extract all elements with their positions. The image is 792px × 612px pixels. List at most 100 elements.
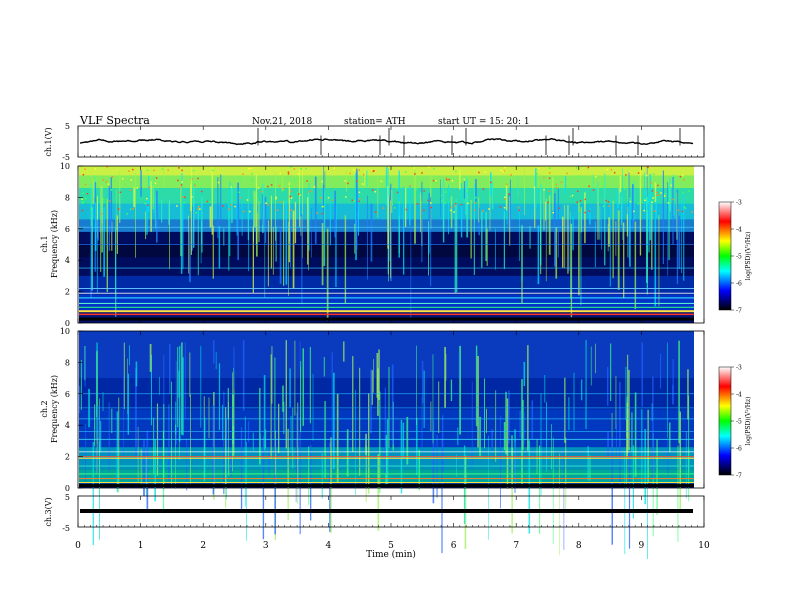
ch3-ytick-top: 5 xyxy=(65,493,70,502)
spectrogram-speck xyxy=(101,206,103,209)
spectrogram-speck xyxy=(404,171,407,173)
spectrogram-narrowband-line xyxy=(79,431,694,432)
spectrogram-streak xyxy=(265,429,267,448)
spectrogram-streak xyxy=(450,196,453,229)
spectrogram-streak xyxy=(92,442,94,546)
spectrogram-speck xyxy=(161,168,164,170)
spectrogram-streak xyxy=(485,212,487,262)
spectrogram-speck xyxy=(655,194,658,197)
spectrogram-streak xyxy=(466,179,469,238)
ch2-ylabel-frequency: Frequency (kHz) xyxy=(50,375,59,443)
spectrogram-streak xyxy=(285,340,287,449)
spectrogram-narrowband-line xyxy=(79,451,694,453)
spectrogram-streak xyxy=(283,201,285,286)
spectrogram-streak xyxy=(662,170,664,265)
spectrogram-speck xyxy=(504,196,506,198)
spectrogram-speck xyxy=(298,193,300,195)
spectrogram-speck xyxy=(508,193,511,195)
spectrogram-streak xyxy=(110,177,112,233)
spectrogram-streak xyxy=(256,213,258,257)
spectrogram-speck xyxy=(504,198,507,200)
spectrogram-streak xyxy=(275,430,276,475)
ytick-label: 0 xyxy=(65,319,70,328)
spectrogram-speck xyxy=(155,177,158,179)
spectrogram-speck xyxy=(260,190,263,193)
spectrogram-streak xyxy=(135,172,136,258)
spectrogram-streak xyxy=(470,199,472,259)
spectrogram-streak xyxy=(617,210,620,290)
spectrogram-narrowband-line xyxy=(79,457,694,459)
spectrogram-speck xyxy=(275,198,277,200)
spectrogram-speck xyxy=(238,191,240,193)
spectrogram-speck xyxy=(499,206,502,208)
spectrogram-speck xyxy=(251,179,253,182)
spectrogram-speck xyxy=(132,168,134,171)
ch1-colorbar-ticks: -3 -4 -5 -6 -7 xyxy=(731,200,742,315)
ch1-ytick-top: 5 xyxy=(65,122,70,131)
spectrogram-streak xyxy=(365,433,367,455)
spectrogram-streak xyxy=(270,354,272,459)
spectrogram-streak xyxy=(540,393,542,496)
spectrogram-streak xyxy=(100,421,102,452)
spectrogram-speck xyxy=(282,189,285,191)
spectrogram-speck xyxy=(239,178,242,180)
spectrogram-streak xyxy=(290,415,292,450)
spectrogram-speck xyxy=(548,172,551,174)
spectrogram-streak xyxy=(492,181,494,209)
spectrogram-streak xyxy=(272,227,274,275)
spectrogram-speck xyxy=(473,209,476,211)
spectrogram-speck xyxy=(423,190,425,192)
spectrogram-streak xyxy=(455,199,458,293)
spectrogram-speck xyxy=(571,194,574,197)
spectrogram-speck xyxy=(101,212,103,215)
spectrogram-speck xyxy=(536,173,538,175)
spectrogram-speck xyxy=(451,180,454,182)
spectrogram-streak xyxy=(364,169,366,187)
spectrogram-streak xyxy=(681,199,682,274)
spectrogram-streak xyxy=(259,387,261,465)
spectrogram-streak xyxy=(106,198,108,292)
ch1-ylabel-channel: ch.1 xyxy=(40,235,49,252)
spectrogram-streak xyxy=(581,379,583,401)
spectrogram-streak xyxy=(307,197,309,265)
ch1-waveform-panel: 5 -5 ch.1(V) xyxy=(44,122,705,162)
spectrogram-speck xyxy=(560,181,563,184)
spectrogram-streak xyxy=(652,376,654,478)
spectrogram-speck xyxy=(588,210,591,212)
spectrogram-speck xyxy=(130,179,132,181)
spectrogram-streak xyxy=(646,189,648,283)
spectrogram-streak xyxy=(150,181,152,232)
spectrogram-speck xyxy=(81,209,84,212)
ytick-label: 8 xyxy=(65,193,70,202)
spectrogram-streak xyxy=(258,201,260,243)
ytick-label: 4 xyxy=(65,256,70,265)
spectrogram-streak xyxy=(668,182,670,261)
spectrogram-speck xyxy=(566,172,568,175)
spectrogram-streak xyxy=(270,195,272,269)
spectrogram-streak xyxy=(545,201,546,221)
spectrogram-streak xyxy=(475,345,478,427)
spectrogram-streak xyxy=(343,341,345,362)
spectrogram-streak xyxy=(115,189,117,231)
ch2-colorbar-label: log(PSD)(V²/Hz) xyxy=(745,397,752,446)
spectrogram-speck xyxy=(81,198,83,200)
spectrogram-streak xyxy=(632,184,634,230)
spectrogram-speck xyxy=(482,210,484,212)
spectrogram-speck xyxy=(502,170,504,173)
spectrogram-speck xyxy=(652,173,655,175)
spectrogram-streak xyxy=(479,416,481,457)
spectrogram-speck xyxy=(547,201,549,204)
spectrogram-speck xyxy=(538,167,540,170)
ch3-waveform-panel: 5 -5 ch.3(V) xyxy=(44,493,705,533)
spectrogram-streak xyxy=(80,359,82,410)
spectrogram-streak xyxy=(627,206,629,258)
spectrogram-streak xyxy=(672,384,674,405)
spectrogram-streak xyxy=(301,214,303,305)
spectrogram-streak xyxy=(323,166,325,231)
spectrogram-streak xyxy=(108,402,110,471)
spectrogram-streak xyxy=(521,224,523,282)
spectrogram-narrowband-line xyxy=(79,473,694,475)
spectrogram-speck xyxy=(503,170,505,172)
spectrogram-streak xyxy=(182,202,184,270)
spectrogram-streak xyxy=(346,170,347,192)
